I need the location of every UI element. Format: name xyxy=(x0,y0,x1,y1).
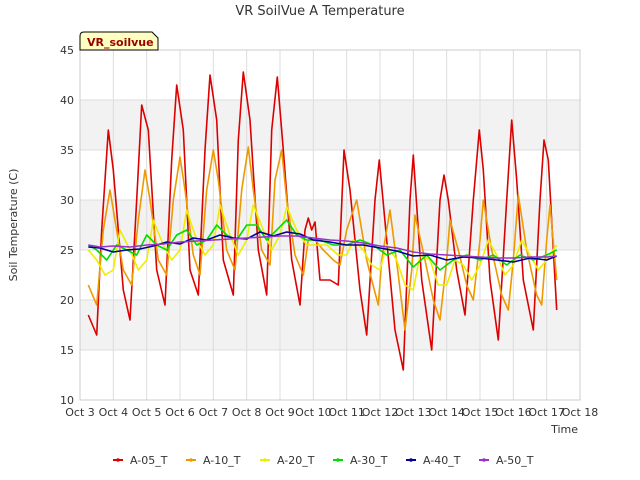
x-tick-label: Oct 10 xyxy=(295,406,332,419)
x-tick-label: Oct 8 xyxy=(232,406,262,419)
x-tick-label: Oct 7 xyxy=(199,406,229,419)
x-tick-label: Oct 13 xyxy=(395,406,432,419)
y-tick-label: 20 xyxy=(60,294,74,307)
station-banner: VR_soilvue xyxy=(79,31,159,51)
legend-marker xyxy=(189,458,193,462)
x-tick-label: Oct 18 xyxy=(562,406,599,419)
plot-area xyxy=(79,49,581,401)
plot-band xyxy=(80,150,580,200)
x-tick-label: Oct 14 xyxy=(428,406,465,419)
plot-band xyxy=(80,300,580,350)
x-axis-label: Time xyxy=(550,423,578,436)
y-tick-label: 15 xyxy=(60,344,74,357)
legend-label: A-40_T xyxy=(423,454,461,467)
series-line-a-05-t xyxy=(87,71,558,371)
x-tick-label: Oct 15 xyxy=(462,406,499,419)
y-tick-label: 45 xyxy=(60,44,74,57)
legend-label: A-30_T xyxy=(350,454,388,467)
y-axis-label: Soil Temperature (C) xyxy=(7,169,20,282)
y-tick-label: 35 xyxy=(60,144,74,157)
legend: A-05_T A-10_T A-20_T A-30_T A-40_T A-50_T xyxy=(113,454,534,467)
y-tick-label: 10 xyxy=(60,394,74,407)
plot-band xyxy=(80,100,580,150)
x-tick-label: Oct 11 xyxy=(328,406,365,419)
x-tick-label: Oct 3 xyxy=(65,406,95,419)
plot-band xyxy=(80,50,580,100)
series-lines xyxy=(87,71,558,371)
legend-label: A-50_T xyxy=(496,454,534,467)
chart-title: VR SoilVue A Temperature xyxy=(235,4,404,19)
y-tick-label: 30 xyxy=(60,194,74,207)
station-banner-label: VR_soilvue xyxy=(87,36,154,49)
legend-marker xyxy=(336,458,340,462)
series-line-a-50-t xyxy=(88,235,557,259)
legend-marker xyxy=(409,458,413,462)
legend-marker xyxy=(116,458,120,462)
legend-label: A-10_T xyxy=(203,454,241,467)
legend-marker xyxy=(263,458,267,462)
y-axis-ticks: 10 15 20 25 30 35 40 45 xyxy=(60,44,74,407)
legend-label: A-05_T xyxy=(130,454,168,467)
legend-marker xyxy=(482,458,486,462)
x-tick-label: Oct 16 xyxy=(495,406,532,419)
y-tick-label: 25 xyxy=(60,244,74,257)
series-line-a-10-t xyxy=(87,146,558,331)
x-tick-label: Oct 4 xyxy=(99,406,129,419)
x-axis-ticks: Oct 3 Oct 4 Oct 5 Oct 6 Oct 7 Oct 8 Oct 9 Oct 1… xyxy=(65,406,598,419)
series-line-a-20-t xyxy=(87,204,558,291)
x-tick-label: Oct 6 xyxy=(165,406,195,419)
x-tick-label: Oct 9 xyxy=(265,406,295,419)
x-tick-label: Oct 12 xyxy=(362,406,399,419)
x-tick-label: Oct 17 xyxy=(528,406,565,419)
plot-band xyxy=(80,350,580,400)
legend-label: A-20_T xyxy=(277,454,315,467)
x-tick-label: Oct 5 xyxy=(132,406,162,419)
plot-background-bands xyxy=(80,50,580,400)
y-tick-label: 40 xyxy=(60,94,74,107)
